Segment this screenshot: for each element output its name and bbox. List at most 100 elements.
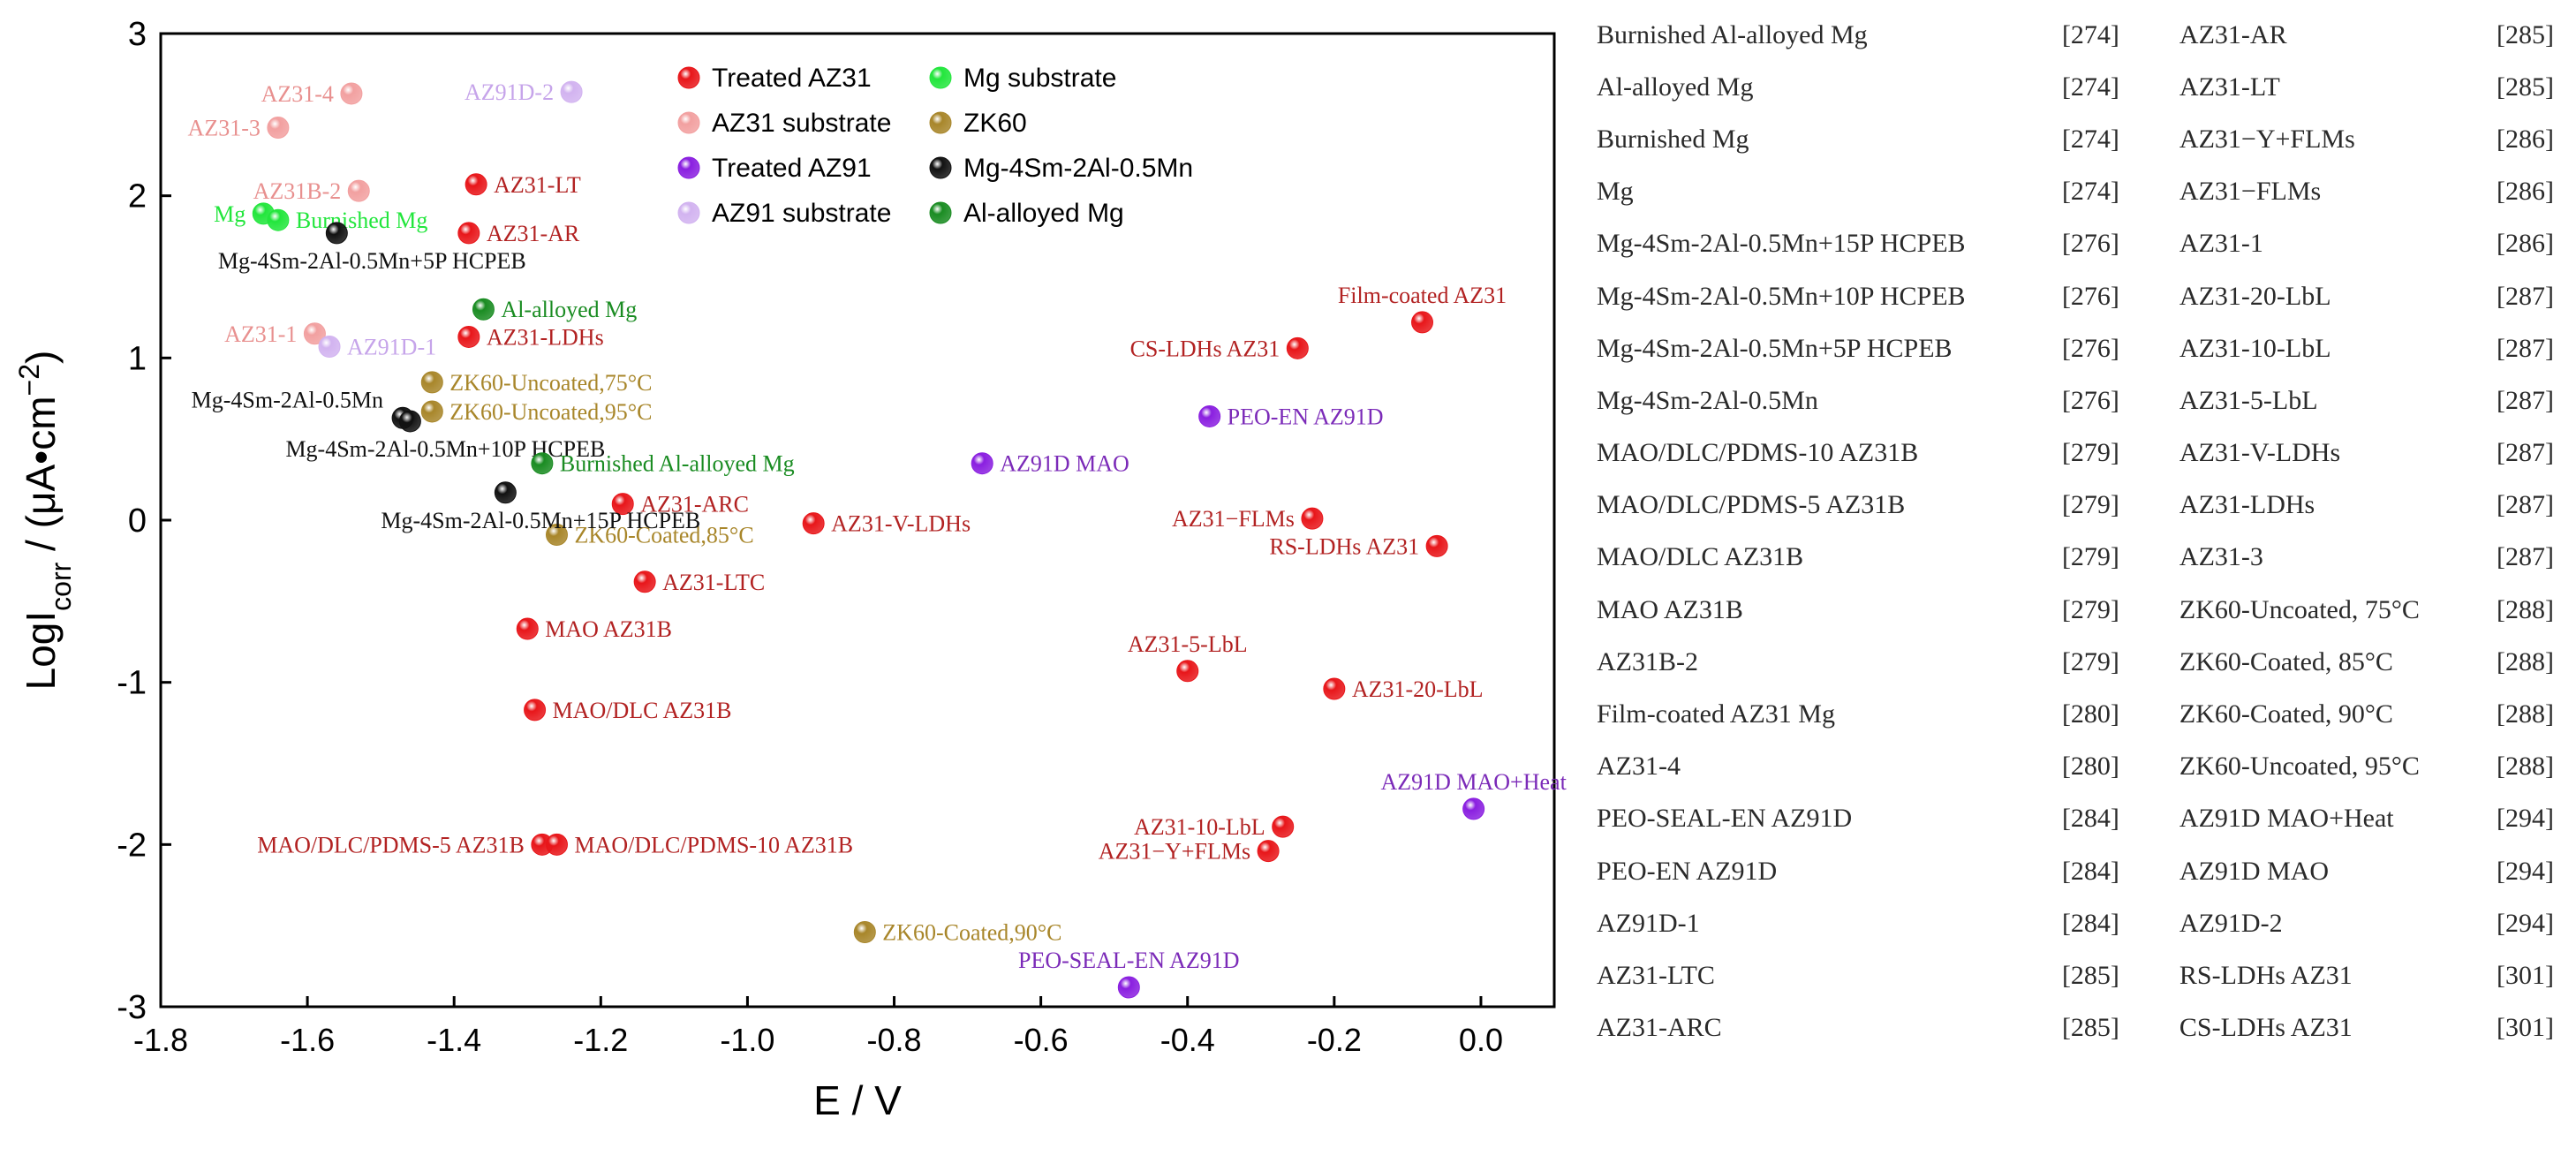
x-tick-label: -0.8 bbox=[867, 1022, 922, 1058]
legend-marker bbox=[929, 156, 952, 179]
reference-number: [276] bbox=[2061, 229, 2119, 259]
reference-number: [288] bbox=[2497, 646, 2554, 676]
data-point bbox=[1301, 507, 1324, 530]
point-label: AZ31-LTC bbox=[662, 570, 765, 595]
sample-name: ZK60-Coated, 85°C bbox=[2179, 646, 2393, 676]
reference-table: Burnished Al-alloyed Mg [274] AZ31-AR [285]… bbox=[1590, 9, 2570, 1054]
x-tick-label: -1.4 bbox=[427, 1022, 481, 1058]
reference-number: [276] bbox=[2061, 333, 2119, 363]
sample-name: AZ31-ARC bbox=[1597, 1013, 1722, 1043]
data-point bbox=[325, 222, 348, 245]
chart-svg: -1.8 -1.6 -1.4 -1.2 -1.0 -0.8 -0.6 -0.4 -0.2 0.0 3… bbox=[13, 16, 1568, 1123]
data-point bbox=[340, 82, 363, 105]
reference-number: [301] bbox=[2497, 960, 2554, 990]
point-label: AZ31-3 bbox=[188, 116, 261, 141]
x-tick-label: -0.2 bbox=[1307, 1022, 1362, 1058]
sample-name: PEO-SEAL-EN AZ91D bbox=[1597, 804, 1853, 834]
point-label: AZ91D MAO+Heat bbox=[1380, 769, 1567, 795]
reference-row: Mg-4Sm-2Al-0.5Mn+10P HCPEB [276] AZ31-20-L… bbox=[1590, 270, 2570, 322]
data-point bbox=[1272, 815, 1295, 838]
data-point bbox=[347, 179, 370, 202]
legend-item: Treated AZ31 bbox=[677, 64, 872, 93]
reference-number: [276] bbox=[2061, 281, 2119, 311]
legend-item: Treated AZ91 bbox=[677, 154, 872, 183]
reference-number: [288] bbox=[2497, 752, 2554, 782]
reference-number: [285] bbox=[2497, 19, 2554, 49]
point-label: RS-LDHs AZ31 bbox=[1269, 533, 1419, 559]
sample-name: AZ31-V-LDHs bbox=[2179, 438, 2341, 468]
sample-name: Mg-4Sm-2Al-0.5Mn bbox=[1597, 385, 1818, 415]
data-point bbox=[1257, 840, 1280, 863]
y-tick-label: 2 bbox=[128, 178, 147, 215]
sample-name: AZ31−FLMs bbox=[2179, 177, 2322, 207]
point-label: AZ31B-2 bbox=[253, 178, 342, 204]
data-point bbox=[1117, 976, 1140, 999]
data-point bbox=[531, 452, 554, 475]
sample-name: AZ31-5-LbL bbox=[2179, 385, 2318, 415]
y-tick-label: -3 bbox=[117, 989, 147, 1026]
data-point bbox=[420, 400, 443, 423]
legend-label: ZK60 bbox=[963, 109, 1027, 138]
point-label: AZ31-V-LDHs bbox=[831, 511, 971, 537]
y-tick-label: -2 bbox=[117, 827, 147, 864]
data-point bbox=[1198, 404, 1221, 427]
reference-number: [274] bbox=[2061, 19, 2119, 49]
reference-number: [279] bbox=[2061, 646, 2119, 676]
scatter-chart: -1.8 -1.6 -1.4 -1.2 -1.0 -0.8 -0.6 -0.4 -0.2 0.0 3… bbox=[13, 16, 1568, 1123]
data-point bbox=[267, 208, 290, 231]
data-point bbox=[853, 921, 876, 944]
legend-marker bbox=[677, 201, 700, 224]
point-label: Mg-4Sm-2Al-0.5Mn+5P HCPEB bbox=[218, 248, 526, 274]
reference-number: [284] bbox=[2061, 804, 2119, 834]
reference-number: [287] bbox=[2497, 281, 2554, 311]
data-point bbox=[420, 371, 443, 394]
data-point bbox=[971, 452, 993, 475]
point-label: Mg bbox=[214, 201, 246, 227]
reference-number: [279] bbox=[2061, 490, 2119, 520]
reference-number: [287] bbox=[2497, 385, 2554, 415]
sample-name: CS-LDHs AZ31 bbox=[2179, 1013, 2353, 1043]
x-tick-label: -1.2 bbox=[573, 1022, 628, 1058]
reference-number: [286] bbox=[2497, 177, 2554, 207]
reference-row: MAO AZ31B [279] ZK60-Uncoated, 75°C [288] bbox=[1590, 584, 2570, 636]
x-tick-label: -0.4 bbox=[1160, 1022, 1215, 1058]
reference-row: MAO/DLC/PDMS-10 AZ31B [279] AZ31-V-LDHs [28… bbox=[1590, 427, 2570, 480]
legend-item: ZK60 bbox=[929, 109, 1027, 138]
point-label: Mg-4Sm-2Al-0.5Mn+10P HCPEB bbox=[285, 436, 605, 462]
point-label: MAO/DLC AZ31B bbox=[553, 698, 732, 723]
reference-row: AZ31-LTC [285] RS-LDHs AZ31 [301] bbox=[1590, 949, 2570, 1001]
sample-name: AZ31B-2 bbox=[1597, 646, 1698, 676]
reference-row: Mg-4Sm-2Al-0.5Mn+5P HCPEB [276] AZ31-10-Lb… bbox=[1590, 322, 2570, 374]
x-axis-title: E / V bbox=[813, 1077, 902, 1123]
sample-name: PEO-EN AZ91D bbox=[1597, 856, 1778, 886]
reference-number: [294] bbox=[2497, 856, 2554, 886]
point-label: Burnished Al-alloyed Mg bbox=[560, 451, 795, 477]
reference-row: AZ31-ARC [285] CS-LDHs AZ31 [301] bbox=[1590, 1002, 2570, 1054]
reference-number: [287] bbox=[2497, 542, 2554, 572]
legend-marker bbox=[929, 66, 952, 89]
sample-name: AZ91D-1 bbox=[1597, 908, 1700, 938]
reference-number: [276] bbox=[2061, 385, 2119, 415]
sample-name: Al-alloyed Mg bbox=[1597, 72, 1754, 102]
point-label: AZ31-LDHs bbox=[487, 324, 604, 350]
point-label: ZK60-Coated,90°C bbox=[882, 920, 1061, 946]
point-label: AZ31-4 bbox=[261, 81, 334, 107]
point-label: MAO/DLC/PDMS-5 AZ31B bbox=[257, 832, 525, 857]
point-label: MAO/DLC/PDMS-10 AZ31B bbox=[574, 832, 853, 857]
legend-marker bbox=[677, 66, 700, 89]
reference-row: Mg-4Sm-2Al-0.5Mn [276] AZ31-5-LbL [287] bbox=[1590, 374, 2570, 427]
reference-row: Al-alloyed Mg [274] AZ31-LT [285] bbox=[1590, 61, 2570, 113]
y-tick-label: 3 bbox=[128, 16, 147, 53]
point-label: AZ31-LT bbox=[494, 172, 581, 198]
reference-number: [285] bbox=[2061, 1013, 2119, 1043]
point-label: AZ31−Y+FLMs bbox=[1099, 839, 1250, 865]
legend-item: Al-alloyed Mg bbox=[929, 199, 1124, 228]
sample-name: Mg-4Sm-2Al-0.5Mn+5P HCPEB bbox=[1597, 333, 1953, 363]
point-label: PEO-SEAL-EN AZ91D bbox=[1018, 948, 1240, 973]
sample-name: ZK60-Coated, 90°C bbox=[2179, 699, 2393, 729]
data-point bbox=[1286, 336, 1309, 359]
reference-number: [294] bbox=[2497, 804, 2554, 834]
point-label: Mg-4Sm-2Al-0.5Mn+15P HCPEB bbox=[381, 508, 700, 533]
legend-item: AZ91 substrate bbox=[677, 199, 891, 228]
data-point bbox=[633, 570, 656, 593]
